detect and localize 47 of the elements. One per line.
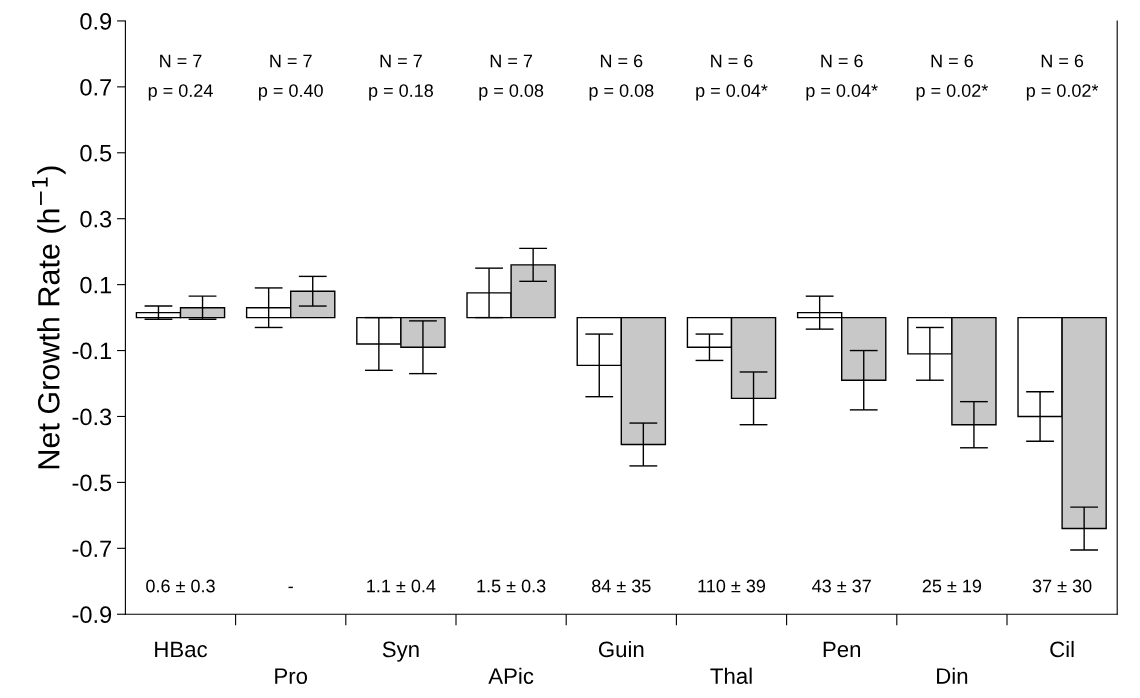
y-tick-label: -0.5: [72, 474, 112, 492]
annotation: N = 7: [160, 54, 202, 68]
x-tick-label: Cil: [1050, 640, 1074, 658]
annotation: p = 0.24: [148, 84, 213, 101]
y-tick-label: -0.9: [72, 606, 112, 624]
annotation: p = 0.02*: [1026, 84, 1099, 101]
annotation: N = 6: [1041, 54, 1084, 68]
annotation: N = 6: [821, 54, 863, 68]
y-tick-label: -0.1: [72, 342, 112, 360]
y-tick-label: 0.3: [80, 210, 112, 228]
annotation: N = 6: [711, 54, 753, 68]
x-tick-label: HBac: [155, 641, 208, 658]
y-tick-label: 0.9: [80, 13, 112, 30]
annotation: -: [288, 586, 293, 589]
annotation: p = 0.08: [479, 84, 544, 101]
y-tick-label: -0.7: [72, 540, 112, 558]
y-tick-label: 0.7: [80, 78, 112, 96]
annotation: 1.1 ± 0.4: [367, 579, 436, 593]
x-tick-label: Thal: [710, 667, 752, 684]
annotation: 110 ± 39: [698, 579, 766, 593]
annotation: p = 0.02*: [916, 84, 989, 101]
x-tick-label: Din: [937, 667, 968, 684]
x-tick-label: Pen: [823, 641, 861, 658]
annotation: N = 7: [270, 54, 312, 68]
annotation: N = 6: [600, 54, 643, 68]
y-tick-label: 0.1: [80, 276, 112, 294]
annotation: N = 7: [380, 54, 422, 68]
y-axis-title: Net Growth Rate (h$^{−1}$): [32, 166, 66, 469]
annotation: p = 0.04*: [806, 84, 878, 101]
annotation: 25 ± 19: [922, 579, 982, 593]
annotation: p = 0.08: [589, 84, 654, 101]
y-tick-label: 0.5: [80, 144, 112, 162]
x-tick-label: Pro: [275, 668, 308, 684]
annotation: p = 0.40: [258, 84, 323, 101]
annotation: 84 ± 35: [592, 579, 651, 593]
annotation: 37 ± 30: [1032, 579, 1092, 593]
x-tick-label: Syn: [382, 641, 419, 662]
annotation: 1.5 ± 0.3: [477, 579, 546, 593]
y-tick-label: -0.3: [72, 408, 112, 426]
x-tick-label: APic: [488, 667, 534, 684]
annotation: N = 6: [931, 54, 973, 68]
annotation: p = 0.04*: [696, 84, 768, 101]
x-tick-label: Guin: [598, 640, 644, 658]
annotation: N = 7: [490, 54, 533, 68]
annotation: 43 ± 37: [812, 579, 871, 593]
annotation: p = 0.18: [369, 84, 433, 101]
annotation: 0.6 ± 0.3: [146, 579, 215, 593]
